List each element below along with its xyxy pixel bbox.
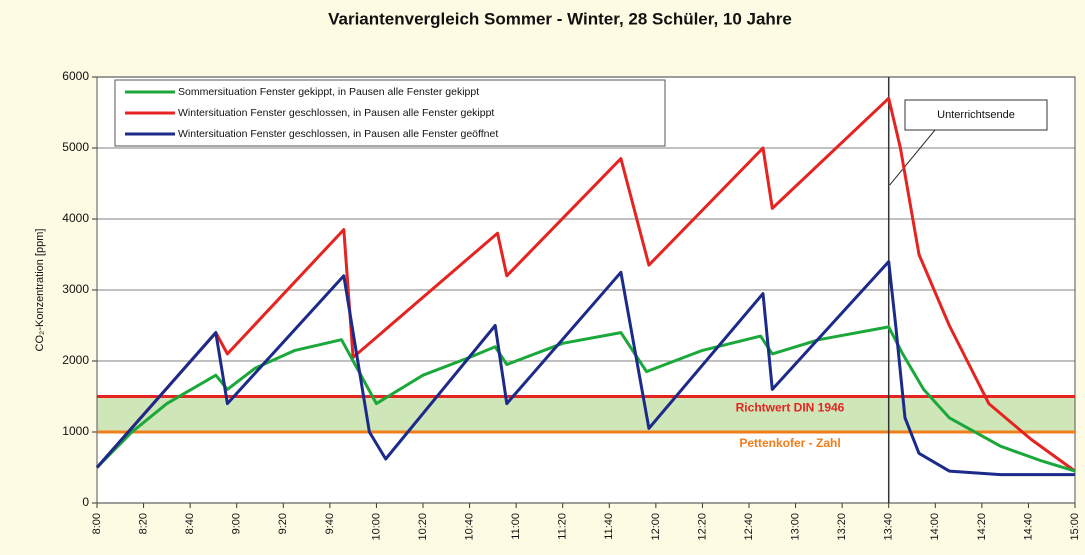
callout-text: Unterrichtsende bbox=[937, 109, 1015, 121]
reference-label: Richtwert DIN 1946 bbox=[736, 401, 845, 415]
reference-band bbox=[97, 396, 1075, 432]
legend-label: Wintersituation Fenster geschlossen, in … bbox=[178, 107, 494, 119]
x-tick-label: 10:00 bbox=[370, 513, 382, 541]
x-tick-label: 13:00 bbox=[789, 513, 801, 541]
reference-label: Pettenkofer - Zahl bbox=[739, 436, 840, 450]
x-tick-label: 12:20 bbox=[696, 513, 708, 541]
y-axis-label: CO₂-Konzentration [ppm] bbox=[34, 229, 46, 352]
y-tick-label: 4000 bbox=[62, 211, 89, 225]
x-tick-label: 15:00 bbox=[1069, 513, 1081, 541]
x-tick-label: 8:00 bbox=[91, 513, 103, 534]
callout-box bbox=[904, 99, 1048, 131]
x-tick-label: 8:40 bbox=[184, 513, 196, 534]
legend-label: Wintersituation Fenster geschlossen, in … bbox=[178, 128, 498, 140]
x-tick-label: 11:00 bbox=[510, 513, 522, 540]
series-line bbox=[95, 96, 1076, 473]
x-tick-label: 14:00 bbox=[929, 513, 941, 541]
y-tick-label: 5000 bbox=[62, 140, 89, 154]
x-tick-label: 14:20 bbox=[976, 513, 988, 541]
series-line bbox=[95, 325, 1076, 473]
x-tick-label: 13:40 bbox=[883, 513, 895, 541]
y-tick-label: 2000 bbox=[62, 353, 89, 367]
x-tick-label: 8:20 bbox=[137, 513, 149, 534]
legend-box bbox=[114, 79, 666, 147]
series-line bbox=[95, 260, 1075, 477]
x-tick-label: 12:40 bbox=[743, 513, 755, 541]
y-tick-label: 1000 bbox=[62, 424, 89, 438]
y-tick-label: 3000 bbox=[62, 282, 89, 296]
x-tick-label: 13:20 bbox=[836, 513, 848, 541]
plot-border bbox=[96, 76, 1076, 504]
x-tick-label: 11:40 bbox=[603, 513, 615, 540]
y-tick-label: 6000 bbox=[62, 69, 89, 83]
chart-title: Variantenvergleich Sommer - Winter, 28 S… bbox=[328, 9, 792, 28]
x-tick-label: 9:20 bbox=[277, 513, 289, 534]
x-tick-label: 12:00 bbox=[650, 513, 662, 541]
x-tick-label: 10:20 bbox=[417, 513, 429, 541]
x-tick-label: 9:40 bbox=[324, 513, 336, 534]
callout-line bbox=[889, 129, 936, 186]
legend-label: Sommersituation Fenster gekippt, in Paus… bbox=[178, 86, 479, 98]
y-tick-label: 0 bbox=[82, 495, 89, 509]
x-tick-label: 11:20 bbox=[557, 513, 569, 540]
x-tick-label: 9:00 bbox=[231, 513, 243, 534]
x-tick-label: 14:40 bbox=[1022, 513, 1034, 541]
x-tick-label: 10:40 bbox=[463, 513, 475, 541]
